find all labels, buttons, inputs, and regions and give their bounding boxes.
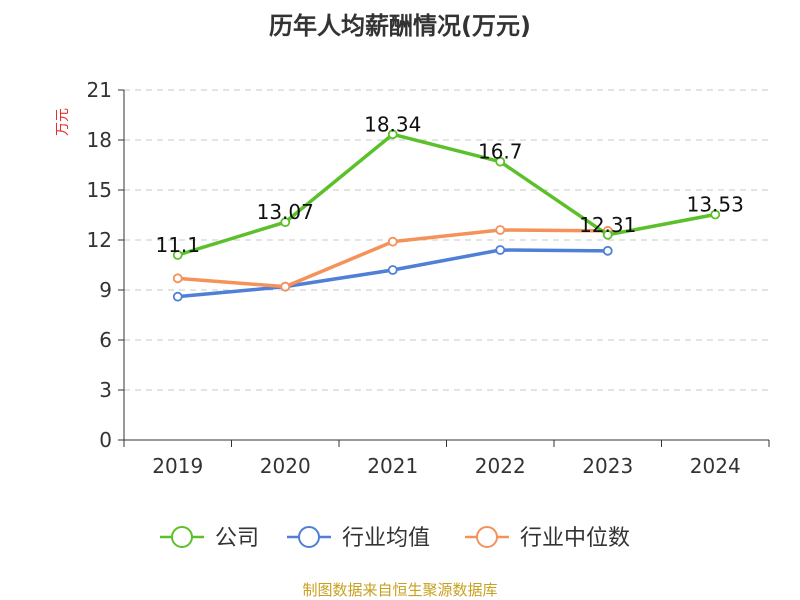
- source-note: 制图数据来自恒生聚源数据库: [302, 581, 497, 599]
- y-tick-label: 6: [99, 328, 112, 352]
- data-point: [602, 229, 613, 240]
- data-point: [495, 225, 506, 235]
- data-point: [280, 217, 291, 228]
- x-tick-label: 2019: [152, 454, 203, 478]
- legend-marker: [298, 526, 320, 548]
- y-tick-label: 9: [99, 278, 112, 302]
- data-point: [495, 156, 506, 167]
- data-point: [387, 265, 398, 275]
- data-labels: 11.1 13.07 18.34 16.7 12.31 13.53: [155, 112, 743, 257]
- x-ticks: 2019 2020 2021 2022 2023 2024: [123, 440, 770, 478]
- legend-marker: [171, 526, 193, 548]
- data-point: [602, 245, 613, 256]
- y-axis-label: 万元: [55, 108, 71, 136]
- data-point: [280, 281, 291, 292]
- legend-marker: [476, 526, 498, 548]
- data-point: [172, 291, 183, 302]
- data-label: 18.34: [364, 112, 421, 136]
- x-tick-label: 2023: [582, 454, 633, 478]
- data-point: [387, 236, 398, 247]
- y-tick-label: 21: [87, 78, 112, 102]
- legend-label: 行业中位数: [520, 526, 630, 551]
- data-label: 13.07: [257, 200, 314, 224]
- legend: 公司 行业均值 行业中位数: [160, 526, 630, 551]
- data-label: 16.7: [478, 140, 523, 164]
- data-label: 12.31: [579, 213, 636, 237]
- data-point: [495, 245, 506, 255]
- gridlines: [124, 89, 769, 391]
- data-label: 13.53: [687, 193, 744, 217]
- y-tick-label: 15: [87, 178, 112, 202]
- data-point: [710, 209, 721, 220]
- series-line-0: [176, 132, 717, 257]
- y-tick-label: 18: [87, 128, 112, 152]
- y-ticks: 0 3 6 9 12 15 18 21: [87, 78, 124, 452]
- legend-label: 公司: [215, 526, 259, 551]
- chart-title: 历年人均薪酬情况(万元): [269, 12, 531, 40]
- y-tick-label: 12: [87, 228, 112, 252]
- x-tick-label: 2024: [690, 454, 741, 478]
- data-point: [172, 273, 183, 284]
- x-tick-label: 2022: [475, 454, 526, 478]
- data-point: [172, 250, 183, 260]
- legend-label: 行业均值: [342, 526, 430, 551]
- y-tick-label: 0: [99, 428, 112, 452]
- y-tick-label: 3: [99, 378, 112, 402]
- data-label: 11.1: [155, 233, 200, 257]
- x-tick-label: 2021: [367, 454, 418, 478]
- series-group: [172, 129, 721, 302]
- data-point: [387, 129, 398, 140]
- x-tick-label: 2020: [260, 454, 311, 478]
- axes: [123, 90, 769, 441]
